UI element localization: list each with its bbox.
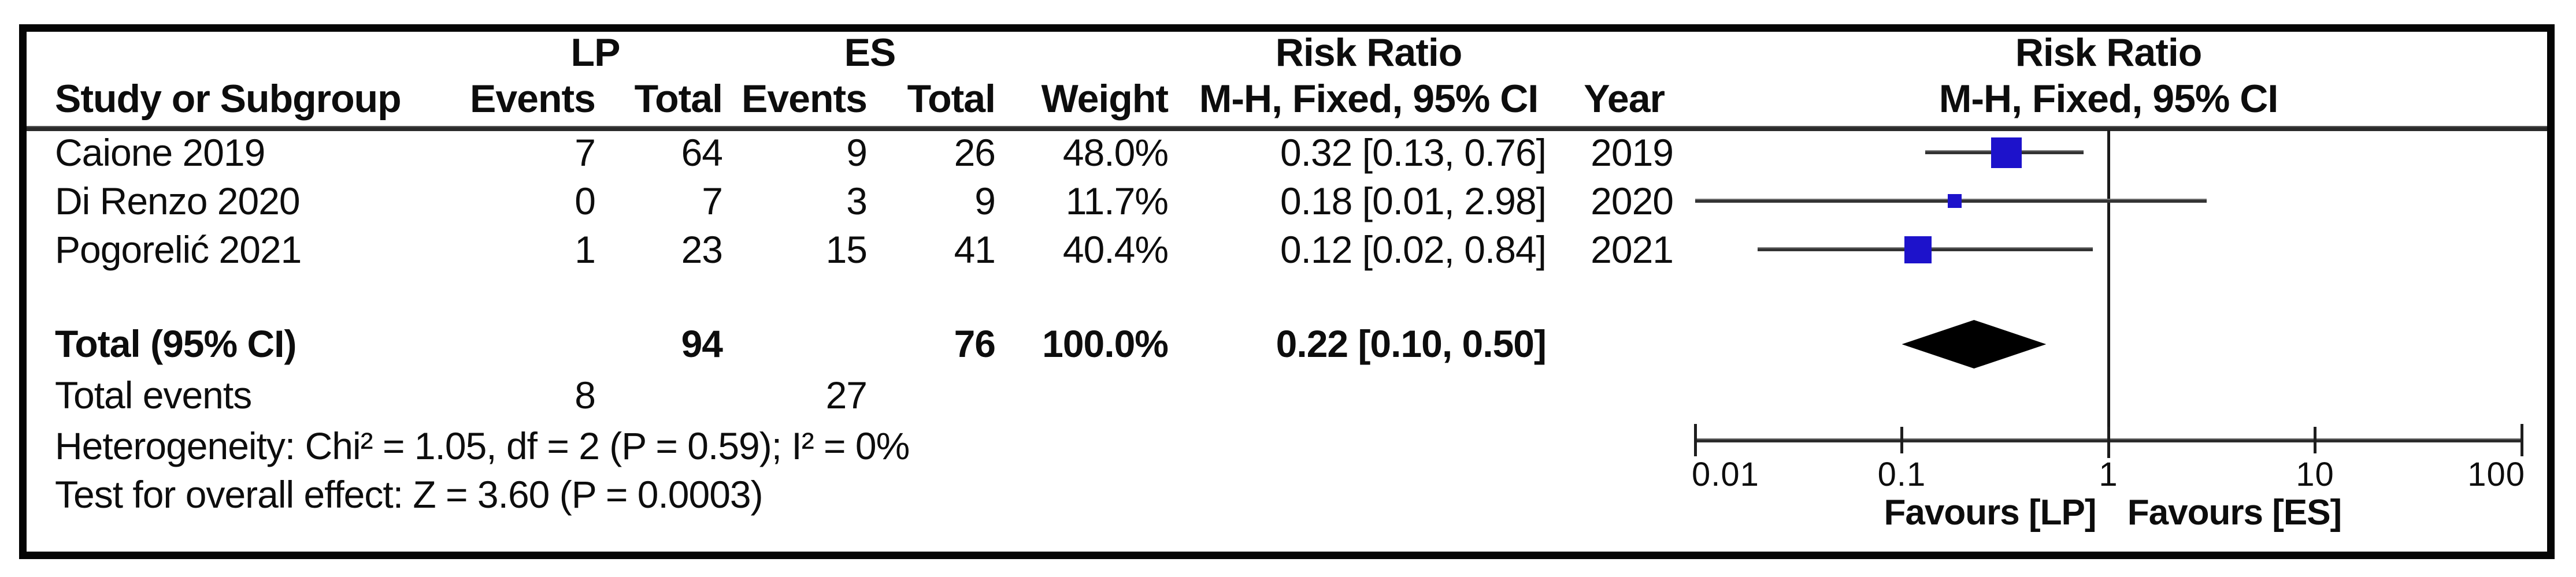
col-header-total-lp: Total: [634, 77, 723, 121]
summary-diamond: [1902, 320, 2047, 368]
events-lp: 1: [574, 228, 596, 271]
total-events-es: 27: [825, 374, 868, 416]
col-header-events-lp: Events: [470, 77, 596, 121]
total-events-label: Total events: [55, 374, 252, 416]
col-header-year: Year: [1584, 77, 1665, 121]
null-effect-line: [2107, 130, 2110, 442]
col-header-mh-ci: M-H, Fixed, 95% CI: [1199, 77, 1539, 121]
axis-tick: [1900, 427, 1903, 453]
total-es: 9: [974, 180, 996, 222]
total-lp: 7: [702, 180, 723, 222]
total-n-es: 76: [954, 322, 996, 365]
total-lp: 64: [681, 131, 723, 174]
group2-header: ES: [844, 31, 896, 75]
effect-square: [1904, 236, 1932, 263]
axis-tick-label: 100: [2467, 456, 2525, 493]
weight: 11.7%: [1065, 180, 1169, 222]
axis-tick-label: 0.1: [1877, 456, 1926, 493]
total-es: 26: [954, 131, 996, 174]
header-separator-line: [27, 126, 2547, 131]
risk-ratio-ci: 0.18 [0.01, 2.98]: [1280, 180, 1547, 222]
total-n-lp: 94: [681, 322, 723, 365]
heterogeneity-text: Heterogeneity: Chi² = 1.05, df = 2 (P = …: [55, 425, 910, 467]
study-name: Caione 2019: [55, 131, 265, 174]
total-es: 41: [954, 228, 996, 271]
figure-border: [19, 24, 2555, 559]
events-es: 15: [825, 228, 868, 271]
axis-tick-label: 0.01: [1692, 456, 1759, 493]
axis-tick: [1693, 424, 1697, 456]
effect-square: [1947, 194, 1962, 208]
events-lp: 7: [574, 131, 596, 174]
col-header-weight: Weight: [1041, 77, 1169, 121]
events-lp: 0: [574, 180, 596, 222]
total-events-lp: 8: [574, 374, 596, 416]
favours-left-label: Favours [LP]: [1884, 493, 2097, 533]
col-header-study: Study or Subgroup: [55, 77, 402, 121]
col-header-events-es: Events: [742, 77, 868, 121]
col-header-mh-ci-plot: M-H, Fixed, 95% CI: [1939, 77, 2279, 121]
group1-header: LP: [570, 31, 621, 75]
year: 2021: [1591, 228, 1674, 271]
axis-tick: [2107, 427, 2110, 453]
risk-ratio-ci: 0.32 [0.13, 0.76]: [1280, 131, 1547, 174]
risk-ratio-plot-header: Risk Ratio: [2015, 31, 2203, 75]
weight: 48.0%: [1062, 131, 1169, 174]
favours-right-label: Favours [ES]: [2127, 493, 2342, 533]
total-label: Total (95% CI): [55, 322, 296, 365]
events-es: 3: [846, 180, 868, 222]
total-risk-ratio-ci: 0.22 [0.10, 0.50]: [1276, 322, 1547, 365]
study-name: Di Renzo 2020: [55, 180, 301, 222]
total-lp: 23: [681, 228, 723, 271]
risk-ratio-ci: 0.12 [0.02, 0.84]: [1280, 228, 1547, 271]
events-es: 9: [846, 131, 868, 174]
overall-effect-text: Test for overall effect: Z = 3.60 (P = 0…: [55, 473, 763, 516]
year: 2020: [1591, 180, 1674, 222]
axis-tick-label: 1: [2099, 456, 2118, 493]
risk-ratio-table-header: Risk Ratio: [1275, 31, 1463, 75]
axis-tick: [2314, 427, 2316, 453]
study-name: Pogorelić 2021: [55, 228, 302, 271]
year: 2019: [1591, 131, 1674, 174]
axis-tick: [2520, 424, 2523, 456]
axis-tick-label: 10: [2296, 456, 2334, 493]
effect-square: [1991, 137, 2022, 168]
col-header-total-es: Total: [907, 77, 996, 121]
weight: 40.4%: [1062, 228, 1169, 271]
total-weight: 100.0%: [1042, 322, 1169, 365]
